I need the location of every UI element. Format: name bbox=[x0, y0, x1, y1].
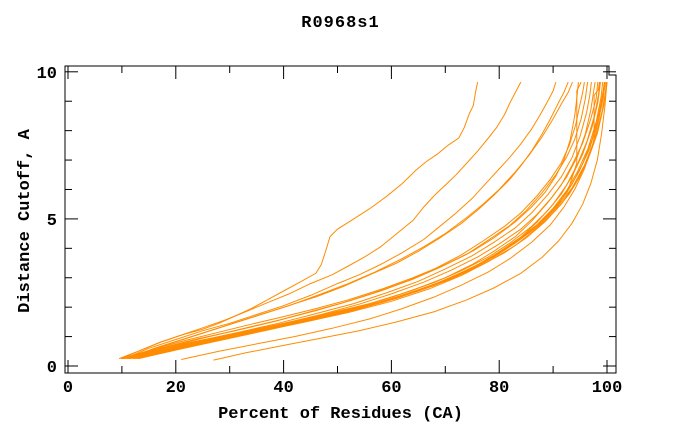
model-curve bbox=[129, 82, 592, 360]
model-curve bbox=[127, 81, 569, 360]
model-curve bbox=[181, 82, 606, 360]
x-tick-label: 0 bbox=[63, 379, 73, 398]
chart-title: R0968s1 bbox=[301, 14, 380, 33]
axis-ticks bbox=[65, 66, 616, 373]
x-tick-label: 60 bbox=[381, 379, 401, 398]
y-tick-label: 10 bbox=[37, 65, 57, 84]
x-tick-label: 40 bbox=[273, 379, 293, 398]
model-curves bbox=[119, 81, 608, 361]
x-tick-label: 80 bbox=[489, 379, 509, 398]
y-tick-label: 0 bbox=[47, 359, 57, 378]
x-axis-title: Percent of Residues (CA) bbox=[218, 405, 463, 424]
model-curve bbox=[132, 82, 596, 360]
model-curve bbox=[127, 82, 606, 360]
x-tick-label: 100 bbox=[592, 379, 623, 398]
model-curve bbox=[120, 82, 601, 360]
model-curve bbox=[121, 82, 579, 360]
x-tick-label: 20 bbox=[166, 379, 186, 398]
plot-frame bbox=[64, 65, 617, 374]
model-curve bbox=[132, 82, 608, 360]
model-curve bbox=[124, 81, 557, 360]
model-curve bbox=[137, 81, 582, 360]
model-curve bbox=[119, 82, 479, 360]
y-tick-label: 5 bbox=[47, 212, 57, 231]
model-curve bbox=[135, 82, 599, 360]
model-curve bbox=[127, 82, 589, 360]
tick-labels: 0 20 40 60 80 100 0 5 10 bbox=[37, 65, 623, 398]
model-curve bbox=[121, 81, 522, 360]
frame-border bbox=[64, 65, 617, 374]
model-curve bbox=[213, 82, 608, 361]
model-curve bbox=[129, 81, 573, 360]
